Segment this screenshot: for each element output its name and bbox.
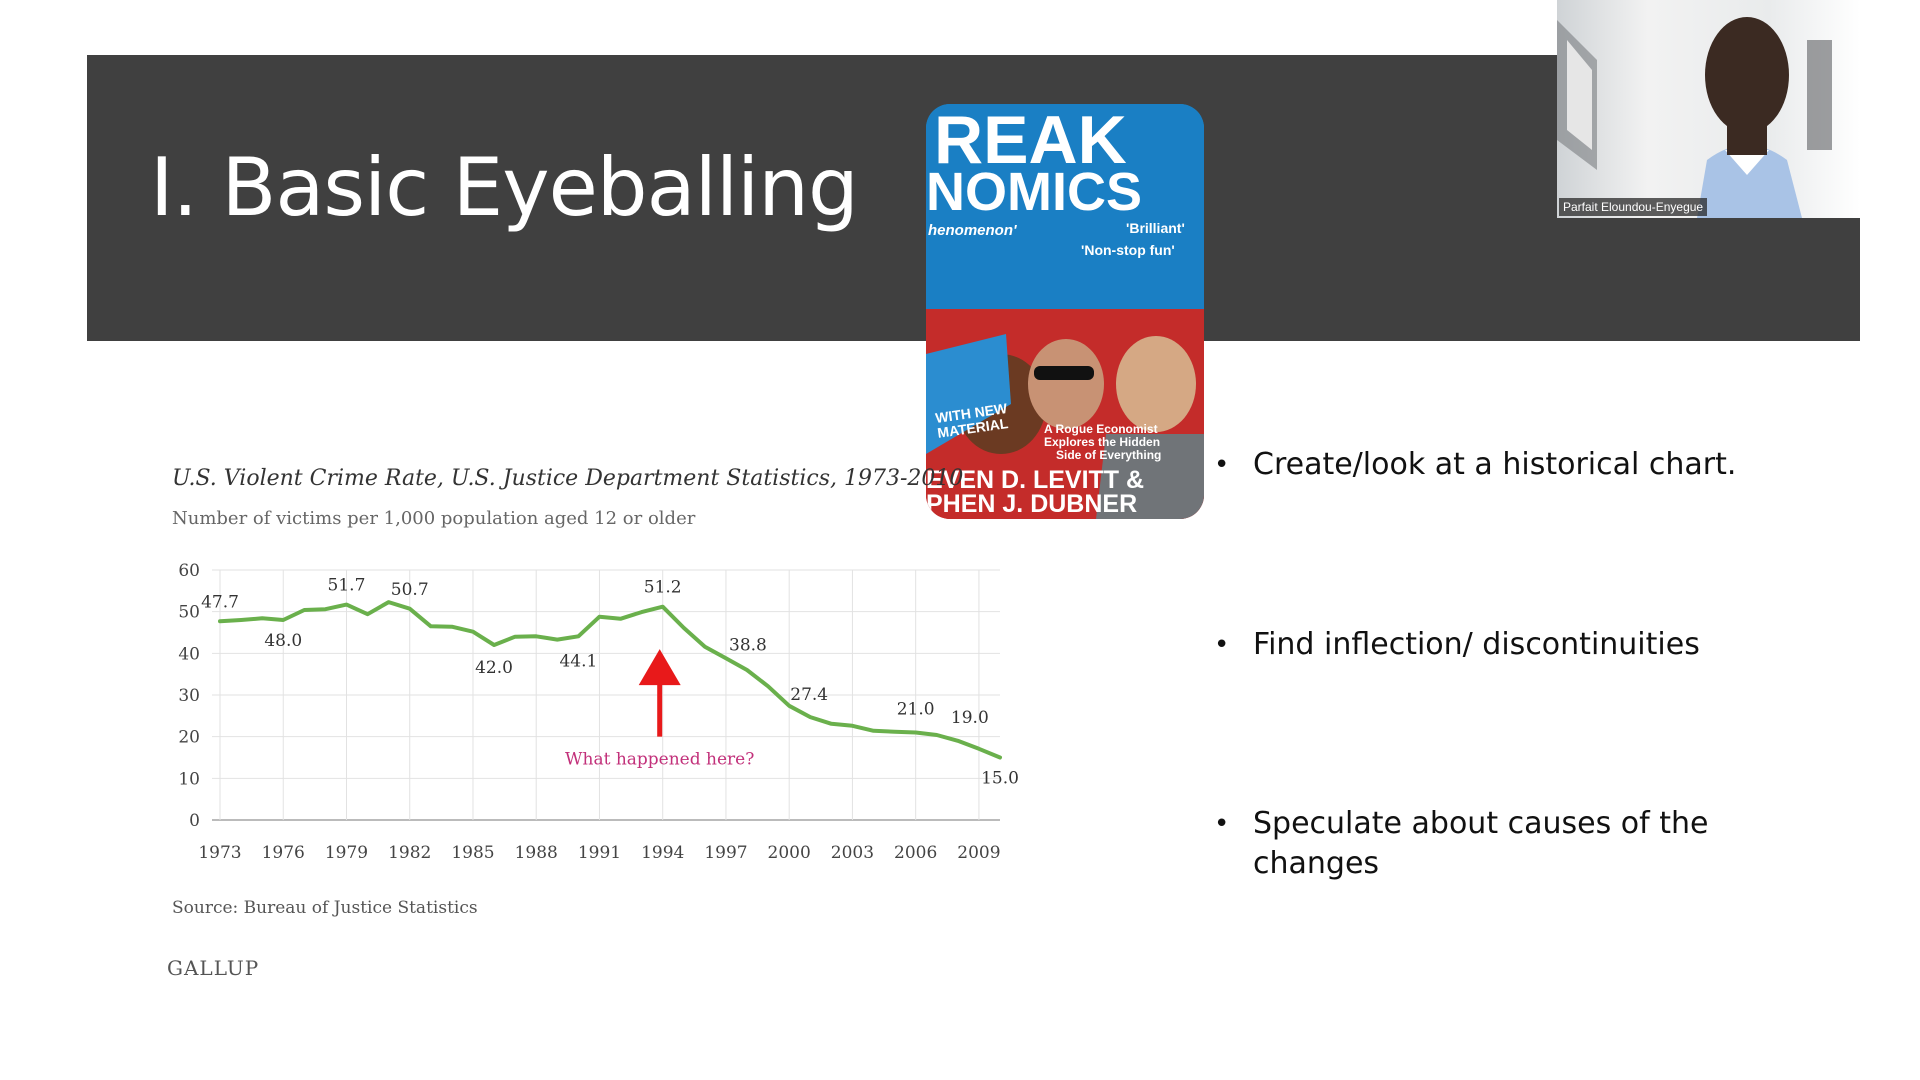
book-title-line1: REAK <box>934 104 1127 178</box>
participant-name: Parfait Eloundou-Enyegue <box>1559 198 1708 216</box>
data-label: 38.8 <box>729 635 767 655</box>
book-title-line2: NOMICS <box>926 162 1142 222</box>
bullet-text: Find inflection/ discontinuities <box>1253 627 1700 662</box>
x-tick-label: 2003 <box>831 843 874 863</box>
series-line-violent-crime-rate <box>218 600 1002 760</box>
data-label: 50.7 <box>391 580 429 600</box>
bullet-text: Speculate about causes of the changes <box>1253 806 1709 881</box>
book-author-2: PHEN J. DUBNER <box>926 490 1138 518</box>
data-label: 51.2 <box>644 578 682 598</box>
annotation-text: What happened here? <box>565 750 754 770</box>
bullet-dot: • <box>1214 809 1230 839</box>
book-subtitle-1: A Rogue Economist <box>1044 422 1158 436</box>
y-tick-label: 30 <box>178 686 200 706</box>
x-tick-label: 2006 <box>894 843 937 863</box>
bullet-text: Create/look at a historical chart. <box>1253 447 1737 482</box>
book-subtitle-3: Side of Everything <box>1056 448 1162 462</box>
data-label: 47.7 <box>201 592 239 612</box>
y-tick-label: 0 <box>189 811 200 831</box>
x-tick-label: 2000 <box>768 843 811 863</box>
x-tick-label: 1982 <box>388 843 431 863</box>
book-quote-2: 'Non-stop fun' <box>1081 242 1175 258</box>
x-tick-label: 2009 <box>957 843 1000 863</box>
data-label: 19.0 <box>951 708 989 728</box>
webcam-person-image <box>1557 17 1832 218</box>
data-label: 42.0 <box>475 658 513 678</box>
data-label: 51.7 <box>328 576 366 596</box>
book-cover-image: REAK NOMICS henomenon' 'Brilliant' 'Non-… <box>926 104 1204 519</box>
annotation-arrow-head <box>638 649 681 686</box>
crime-rate-line-chart: 0 10 20 30 40 50 60 1973 1976 1979 1982 1985 1988 199… <box>178 561 1019 863</box>
data-label: 15.0 <box>981 769 1019 789</box>
y-tick-label: 20 <box>178 728 200 748</box>
x-tick-label: 1976 <box>262 843 305 863</box>
data-label: 48.0 <box>264 631 302 651</box>
bullet-dot: • <box>1214 450 1230 480</box>
gallup-logo: GALLUP <box>167 956 260 980</box>
x-tick-label: 1988 <box>515 843 558 863</box>
chart-subtitle: Number of victims per 1,000 population a… <box>172 508 696 529</box>
x-tick-label: 1985 <box>451 843 494 863</box>
x-tick-label: 1991 <box>578 843 621 863</box>
book-quote-1: 'Brilliant' <box>1126 220 1185 236</box>
chart-source: Source: Bureau of Justice Statistics <box>172 898 478 918</box>
x-tick-label: 1994 <box>641 843 684 863</box>
data-label: 27.4 <box>790 685 828 705</box>
data-label: 44.1 <box>559 651 597 671</box>
book-subtitle-2: Explores the Hidden <box>1044 435 1161 449</box>
slide-title: I. Basic Eyeballing <box>150 141 859 234</box>
x-tick-label: 1997 <box>704 843 747 863</box>
webcam-video[interactable]: Parfait Eloundou-Enyegue <box>1557 0 1860 218</box>
y-tick-label: 10 <box>178 769 200 789</box>
x-tick-label: 1979 <box>325 843 368 863</box>
y-tick-label: 50 <box>178 603 200 623</box>
x-tick-label: 1973 <box>198 843 241 863</box>
data-label: 21.0 <box>897 700 935 720</box>
bullet-dot: • <box>1214 630 1230 660</box>
book-author-1: EVEN D. LEVITT & <box>926 466 1145 494</box>
book-tagline: henomenon' <box>928 222 1017 239</box>
y-tick-label: 60 <box>178 561 200 581</box>
chart-title: U.S. Violent Crime Rate, U.S. Justice De… <box>172 466 964 491</box>
book-cover-art <box>926 104 1204 519</box>
y-tick-label: 40 <box>178 644 200 664</box>
